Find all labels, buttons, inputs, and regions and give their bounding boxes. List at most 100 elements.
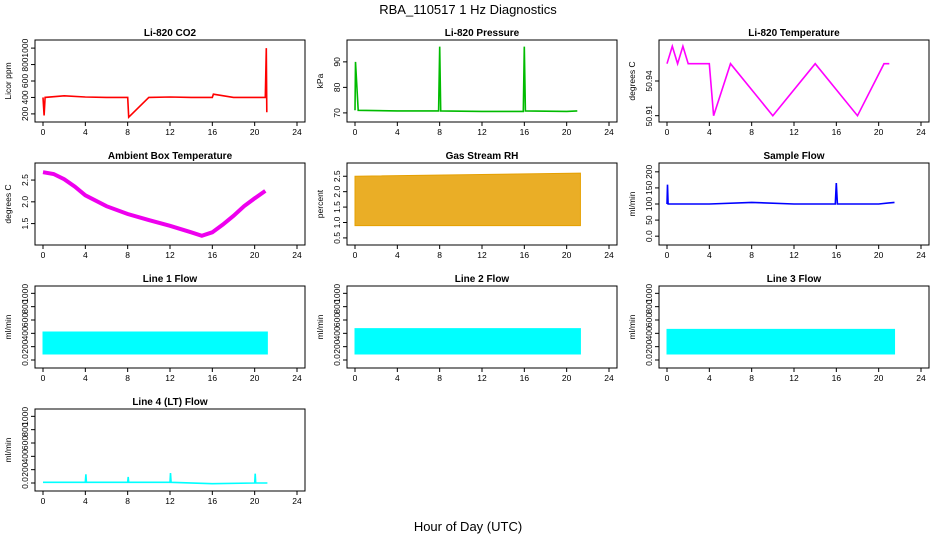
x-tick-label: 24: [916, 127, 926, 137]
x-tick-label: 0: [41, 127, 46, 137]
y-axis-label: percent: [315, 189, 325, 218]
x-tick-label: 4: [707, 127, 712, 137]
y-tick-label: 2.5: [20, 174, 30, 186]
y-tick-label: 50.94: [644, 70, 654, 92]
x-tick-label: 24: [604, 373, 614, 383]
x-tick-label: 8: [125, 373, 130, 383]
y-tick-label: 1.0: [332, 216, 342, 228]
x-tick-label: 24: [916, 373, 926, 383]
x-tick-label: 8: [749, 127, 754, 137]
y-tick-label: 400: [20, 90, 30, 104]
x-tick-label: 12: [165, 373, 175, 383]
x-tick-label: 20: [250, 496, 260, 506]
x-tick-label: 24: [292, 127, 302, 137]
x-tick-label: 24: [292, 250, 302, 260]
x-tick-label: 8: [437, 373, 442, 383]
x-tick-label: 8: [437, 250, 442, 260]
chart-title: Line 2 Flow: [455, 274, 510, 285]
y-axis-label: ml/min: [627, 191, 637, 216]
y-tick-label: 50.91: [644, 105, 654, 127]
series-band-1: [354, 328, 581, 355]
y-tick-label: 70: [332, 108, 342, 118]
y-tick-label: 80: [332, 82, 342, 92]
chart-title: Sample Flow: [763, 151, 824, 162]
x-tick-label: 0: [665, 127, 670, 137]
x-tick-label: 16: [208, 250, 218, 260]
x-tick-label: 0: [41, 250, 46, 260]
y-tick-label: 800: [332, 299, 342, 313]
chart-title: Gas Stream RH: [446, 151, 519, 162]
x-tick-label: 12: [477, 250, 487, 260]
x-tick-label: 0: [353, 127, 358, 137]
x-tick-label: 0: [353, 250, 358, 260]
y-tick-label: 0.0: [20, 477, 30, 489]
x-tick-label: 8: [125, 250, 130, 260]
y-tick-label: 2.5: [332, 170, 342, 182]
chart-title: Li-820 Pressure: [445, 28, 520, 39]
x-tick-label: 20: [874, 127, 884, 137]
y-tick-label: 200: [332, 339, 342, 353]
y-tick-label: 800: [20, 299, 30, 313]
series-line-1: [354, 46, 578, 113]
y-tick-label: 200: [20, 107, 30, 121]
y-tick-label: 1.5: [20, 217, 30, 229]
series-band-1: [354, 172, 581, 227]
x-tick-label: 20: [874, 373, 884, 383]
figure-title: RBA_110517 1 Hz Diagnostics: [379, 2, 557, 17]
chart-title: Li-820 CO2: [144, 28, 197, 39]
x-tick-label: 16: [208, 127, 218, 137]
x-tick-label: 20: [250, 127, 260, 137]
x-tick-label: 0: [41, 373, 46, 383]
y-tick-label: 50: [644, 215, 654, 225]
y-axis-label: ml/min: [627, 314, 637, 339]
y-tick-label: 200: [20, 462, 30, 476]
series-line-1: [42, 170, 267, 238]
y-tick-label: 0.0: [332, 354, 342, 366]
y-tick-label: 1000: [20, 38, 30, 57]
x-tick-label: 8: [749, 250, 754, 260]
x-tick-label: 4: [395, 373, 400, 383]
y-axis-label: ml/min: [3, 314, 13, 339]
x-tick-label: 12: [477, 373, 487, 383]
x-tick-label: 8: [125, 496, 130, 506]
y-tick-label: 800: [20, 57, 30, 71]
x-tick-label: 12: [789, 250, 799, 260]
x-tick-label: 24: [604, 127, 614, 137]
series-line-1: [666, 43, 890, 118]
chart-title: Line 4 (LT) Flow: [132, 397, 208, 408]
y-tick-label: 2.0: [20, 196, 30, 208]
x-tick-label: 8: [437, 127, 442, 137]
x-tick-label: 12: [789, 373, 799, 383]
chart-title: Line 1 Flow: [143, 274, 198, 285]
chart-title: Line 3 Flow: [767, 274, 822, 285]
x-tick-label: 24: [916, 250, 926, 260]
y-tick-label: 600: [644, 313, 654, 327]
y-tick-label: 200: [644, 339, 654, 353]
y-axis-label: degrees C: [627, 61, 637, 100]
x-tick-label: 16: [832, 373, 842, 383]
series-line-1: [42, 48, 268, 120]
x-tick-label: 24: [604, 250, 614, 260]
y-tick-label: 600: [20, 74, 30, 88]
y-tick-label: 400: [20, 326, 30, 340]
x-tick-label: 24: [292, 496, 302, 506]
x-tick-label: 12: [789, 127, 799, 137]
y-tick-label: 400: [20, 449, 30, 463]
x-tick-label: 20: [250, 373, 260, 383]
x-tick-label: 4: [83, 127, 88, 137]
x-tick-label: 20: [562, 373, 572, 383]
y-tick-label: 200: [20, 339, 30, 353]
x-tick-label: 4: [395, 250, 400, 260]
x-tick-label: 4: [707, 250, 712, 260]
x-tick-label: 12: [165, 127, 175, 137]
x-tick-label: 8: [125, 127, 130, 137]
x-tick-label: 12: [165, 250, 175, 260]
chart-title: Li-820 Temperature: [748, 28, 840, 39]
